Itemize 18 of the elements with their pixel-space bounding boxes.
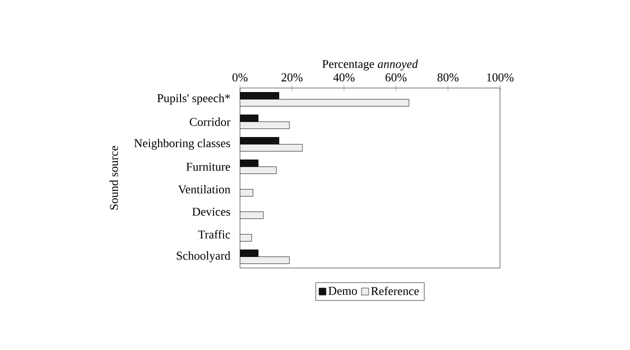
legend-label: Reference [371,286,419,296]
y-axis-title: Sound source [110,146,118,210]
y-tick-label: Traffic [198,230,230,239]
x-tick-label: 100% [487,73,514,82]
y-tick-label: Pupils' speech* [157,94,230,105]
x-tick-label: 0% [232,73,248,82]
y-tick-label: Furniture [186,162,230,171]
y-tick-label: Schoolyard [176,251,230,262]
x-tick-label: 20% [282,73,303,82]
y-tick-label: Corridor [190,118,230,126]
x-tick-label: 40% [333,73,355,82]
x-tick-label: 80% [438,73,459,82]
x-tick-label: 60% [386,73,407,82]
y-tick-label: Neighboring classes [134,138,230,150]
y-tick-label: Devices [192,208,230,216]
y-tick-label: Ventilation [178,185,230,194]
legend-label: Demo [328,286,357,295]
x-axis-title: Percentage annoyed [322,60,418,70]
